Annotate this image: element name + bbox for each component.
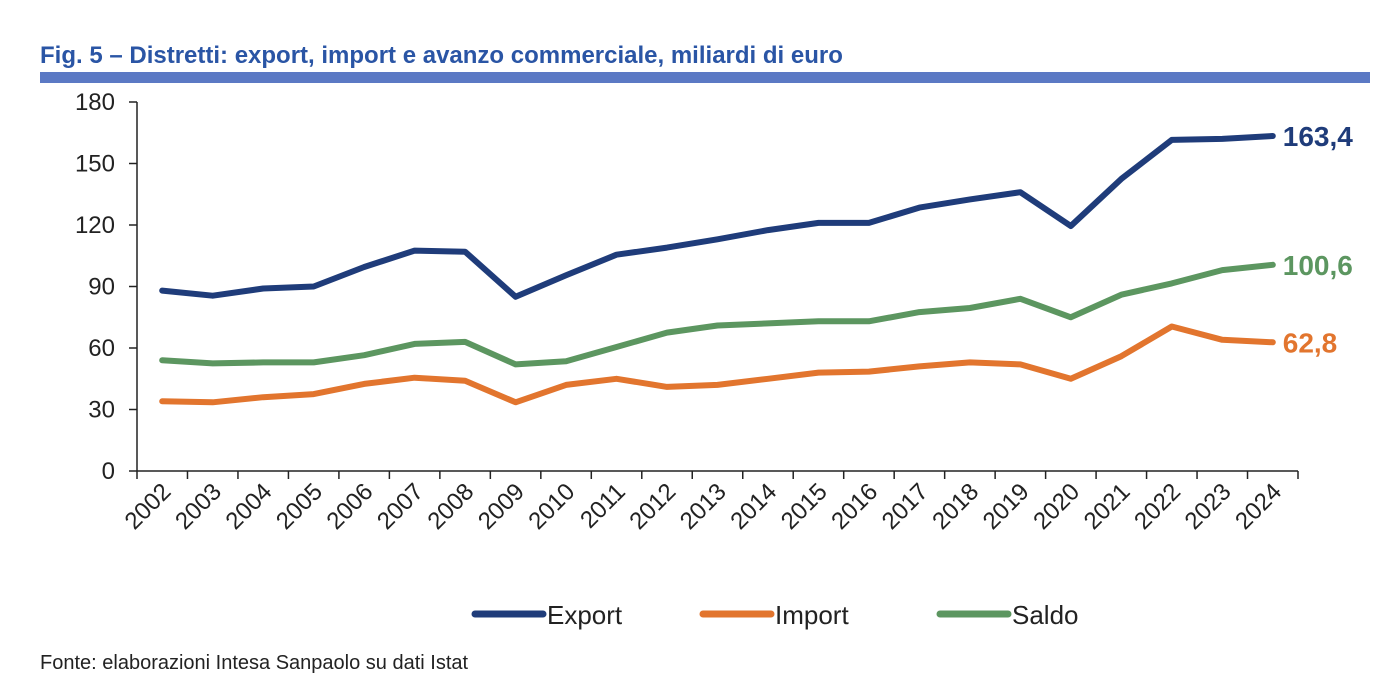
series-line-import — [159, 323, 1276, 406]
x-tick-label: 2017 — [877, 478, 934, 535]
x-tick-label: 2014 — [725, 478, 782, 535]
x-tick-label: 2005 — [271, 478, 328, 535]
y-tick-label: 60 — [88, 335, 115, 362]
y-tick-label: 120 — [75, 212, 115, 239]
x-tick-label: 2010 — [523, 478, 580, 535]
x-tick-label: 2024 — [1230, 478, 1287, 535]
end-label-saldo: 100,6 — [1283, 250, 1353, 281]
x-tick-label: 2008 — [423, 478, 480, 535]
end-label-export: 163,4 — [1283, 121, 1353, 152]
x-tick-label: 2009 — [473, 478, 530, 535]
x-tick-label: 2018 — [927, 478, 984, 535]
x-tick-label: 2006 — [322, 478, 379, 535]
y-tick-label: 30 — [88, 397, 115, 424]
figure-title: Fig. 5 – Distretti: export, import e ava… — [40, 42, 843, 69]
x-tick-label: 2012 — [624, 478, 681, 535]
y-tick-label: 150 — [75, 151, 115, 178]
x-tick-label: 2011 — [575, 478, 631, 534]
y-tick-label: 90 — [88, 274, 115, 301]
x-tick-label: 2015 — [776, 478, 833, 535]
y-tick-label: 0 — [102, 458, 115, 485]
x-tick-label: 2013 — [675, 478, 732, 535]
x-tick-label: 2019 — [978, 478, 1035, 535]
x-tick-label: 2022 — [1129, 478, 1186, 535]
series-line-saldo — [159, 261, 1276, 368]
x-tick-label: 2007 — [372, 478, 429, 535]
legend-label-export: Export — [547, 600, 623, 630]
end-label-import: 62,8 — [1283, 327, 1338, 358]
source-note: Fonte: elaborazioni Intesa Sanpaolo su d… — [40, 652, 469, 674]
chart-legend: Export Import Saldo — [471, 600, 1079, 630]
chart-axes: 0 30 60 90 120 150 180 200220032004200520062007… — [75, 89, 1299, 535]
x-tick-label: 2021 — [1079, 478, 1136, 535]
chart-end-labels: 163,4 62,8 100,6 — [1283, 121, 1353, 358]
x-tick-label: 2002 — [120, 478, 177, 535]
series-line-export — [159, 133, 1276, 300]
x-tick-label: 2020 — [1028, 478, 1085, 535]
title-rule — [40, 72, 1370, 83]
x-tick-label: 2023 — [1180, 478, 1237, 535]
legend-label-import: Import — [775, 600, 849, 630]
legend-label-saldo: Saldo — [1012, 600, 1079, 630]
y-tick-label: 180 — [75, 89, 115, 116]
x-tick-label: 2003 — [170, 478, 227, 535]
x-tick-label: 2016 — [826, 478, 883, 535]
chart-series — [159, 133, 1276, 406]
x-tick-label: 2004 — [221, 478, 278, 535]
line-chart: 0 30 60 90 120 150 180 200220032004200520062007… — [75, 89, 1353, 630]
